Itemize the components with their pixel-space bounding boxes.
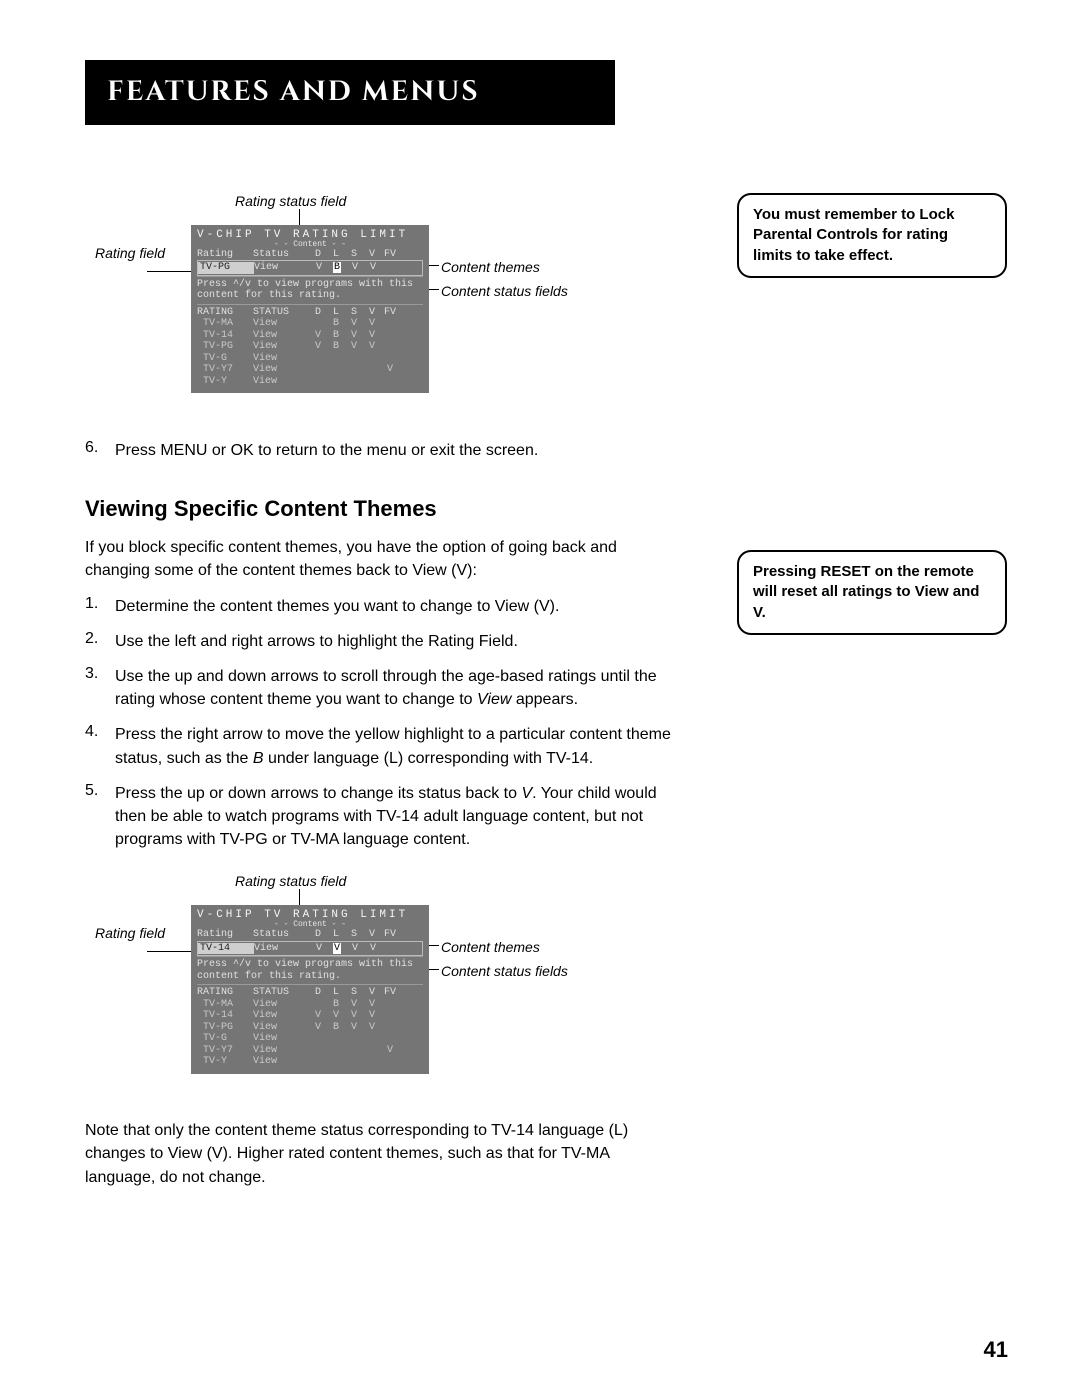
intro-paragraph: If you block specific content themes, yo…	[85, 536, 675, 582]
callout-content-status-fields-2: Content status fields	[441, 963, 568, 979]
vchip-diagram-2: Rating status field Rating field Content…	[85, 873, 1010, 1103]
callout-content-themes-2: Content themes	[441, 939, 540, 955]
list-item: 1.Determine the content themes you want …	[85, 595, 675, 618]
list-item: 4.Press the right arrow to move the yell…	[85, 723, 675, 769]
closing-paragraph: Note that only the content theme status …	[85, 1119, 675, 1189]
callout-rating-field: Rating field	[95, 245, 179, 261]
page-number: 41	[984, 1337, 1008, 1363]
step-6: 6. Press MENU or OK to return to the men…	[85, 439, 675, 462]
list-item: 5.Press the up or down arrows to change …	[85, 782, 675, 852]
list-item: 2.Use the left and right arrows to highl…	[85, 630, 675, 653]
vchip-diagram-1: Rating status field Rating field Content…	[85, 193, 675, 423]
callout-content-themes: Content themes	[441, 259, 540, 275]
callout-rating-status-field-2: Rating status field	[235, 873, 346, 889]
callout-content-status-fields: Content status fields	[441, 283, 568, 299]
callout-rating-status-field: Rating status field	[235, 193, 346, 209]
osd-screen-2: V-CHIP TV RATING LIMIT- - Content - -Rat…	[191, 905, 429, 1073]
note-lock-parental: You must remember to Lock Parental Contr…	[737, 193, 1007, 278]
list-item: 3.Use the up and down arrows to scroll t…	[85, 665, 675, 711]
callout-rating-field-2: Rating field	[95, 925, 179, 941]
osd-screen-1: V-CHIP TV RATING LIMIT- - Content - -Rat…	[191, 225, 429, 393]
note-reset: Pressing RESET on the remote will reset …	[737, 550, 1007, 635]
section-heading: Viewing Specific Content Themes	[85, 496, 1010, 522]
steps-list: 1.Determine the content themes you want …	[85, 595, 675, 852]
page-title: Features and Menus	[85, 60, 615, 125]
